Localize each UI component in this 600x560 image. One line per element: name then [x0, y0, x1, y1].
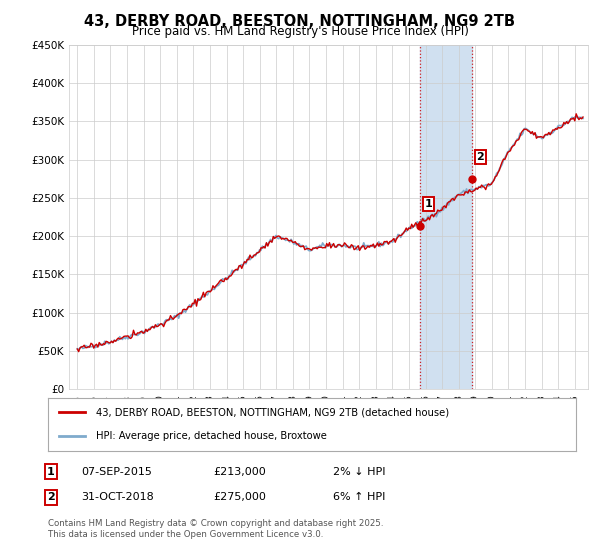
Bar [421, 45, 472, 389]
Text: 2: 2 [476, 152, 484, 162]
Text: HPI: Average price, detached house, Broxtowe: HPI: Average price, detached house, Brox… [95, 431, 326, 441]
Text: £213,000: £213,000 [213, 466, 266, 477]
Text: 43, DERBY ROAD, BEESTON, NOTTINGHAM, NG9 2TB (detached house): 43, DERBY ROAD, BEESTON, NOTTINGHAM, NG9… [95, 408, 449, 418]
Text: 31-OCT-2018: 31-OCT-2018 [81, 492, 154, 502]
Text: 43, DERBY ROAD, BEESTON, NOTTINGHAM, NG9 2TB: 43, DERBY ROAD, BEESTON, NOTTINGHAM, NG9… [85, 14, 515, 29]
Text: 2: 2 [47, 492, 55, 502]
Text: 6% ↑ HPI: 6% ↑ HPI [333, 492, 385, 502]
Text: 1: 1 [47, 466, 55, 477]
Text: £275,000: £275,000 [213, 492, 266, 502]
Text: 07-SEP-2015: 07-SEP-2015 [81, 466, 152, 477]
Text: 1: 1 [425, 199, 432, 209]
Text: Price paid vs. HM Land Registry's House Price Index (HPI): Price paid vs. HM Land Registry's House … [131, 25, 469, 38]
Text: Contains HM Land Registry data © Crown copyright and database right 2025.
This d: Contains HM Land Registry data © Crown c… [48, 520, 383, 539]
Text: 2% ↓ HPI: 2% ↓ HPI [333, 466, 386, 477]
